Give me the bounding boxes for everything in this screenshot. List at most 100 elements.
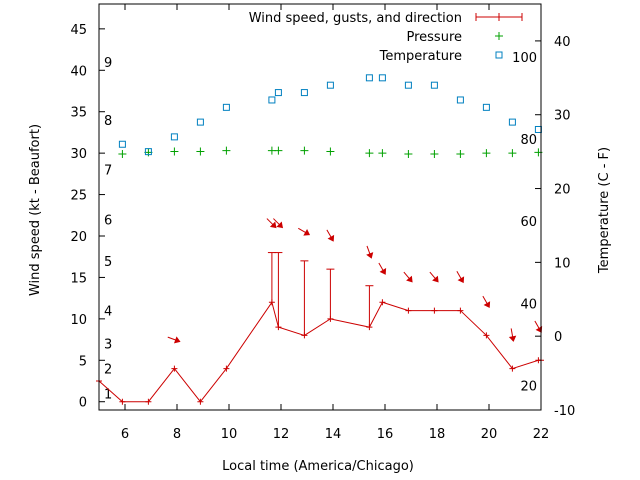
y-left-tick-label-7: 35 [70, 106, 87, 121]
beaufort-label-3: 4 [104, 305, 112, 320]
y-left-tick-label-3: 15 [70, 271, 87, 286]
fahrenheit-label-3: 80 [520, 133, 537, 148]
temperature-point-14 [482, 103, 490, 111]
wind-speed-point-11 [379, 299, 386, 306]
beaufort-label-1: 2 [104, 363, 112, 378]
temperature-point-3 [196, 118, 204, 126]
wind-direction-arrow-4 [326, 229, 335, 242]
beaufort-label-8: 9 [104, 56, 112, 71]
wind-speed-point-9 [327, 315, 334, 322]
x-tick-label-6: 18 [429, 427, 446, 442]
y-left-tick-label-8: 40 [70, 64, 87, 79]
arrow-head [457, 276, 465, 284]
y-left-tick-label-1: 5 [79, 354, 87, 369]
legend: Wind speed, gusts, and direction Pressur… [249, 11, 523, 64]
pressure-point-4 [222, 146, 231, 155]
pressure-point-9 [365, 149, 374, 158]
pressure-point-13 [456, 149, 465, 158]
fahrenheit-label-4: 100 [512, 51, 537, 66]
temperature-point-13 [456, 96, 464, 104]
wind-direction-arrow-1 [266, 218, 277, 229]
wind-speed-point-7 [275, 324, 282, 331]
legend-label-wind: Wind speed, gusts, and direction [249, 11, 462, 26]
wind-speed-point-14 [457, 307, 464, 314]
wind-direction-arrow-3 [298, 227, 311, 236]
x-tick-label-4: 14 [325, 427, 342, 442]
arrow-head [508, 335, 517, 342]
pressure-point-15 [508, 149, 517, 158]
arrow-head [173, 336, 181, 344]
legend-swatch-pressure [495, 32, 503, 40]
y-left-tick-label-6: 30 [70, 147, 87, 162]
temperature-point-4 [222, 103, 230, 111]
wind-speed-point-5 [223, 365, 230, 372]
wind-speed-point-8 [301, 332, 308, 339]
wind-speed-point-12 [405, 307, 412, 314]
wind-speed-point-2 [145, 398, 152, 405]
arrow-head [366, 252, 374, 259]
wind-direction-arrow-9 [456, 271, 465, 284]
x-axis-title: Local time (America/Chicago) [222, 459, 414, 474]
gust-bars [267, 252, 374, 336]
fahrenheit-label-1: 40 [520, 298, 537, 313]
pressure-point-6 [274, 146, 283, 155]
x-tick-label-0: 6 [121, 427, 129, 442]
arrow-head [406, 275, 413, 283]
pressure-point-11 [404, 149, 413, 158]
beaufort-label-4: 5 [104, 255, 112, 270]
y-right-tick-label-0: -10 [554, 404, 575, 419]
y-left-tick-label-9: 45 [70, 23, 87, 38]
y-right-tick-label-3: 20 [554, 183, 571, 198]
wind-direction-arrow-8 [429, 271, 439, 283]
arrow-head [303, 229, 311, 236]
beaufort-label-5: 6 [104, 213, 112, 228]
y-left-tick-label-4: 20 [70, 230, 87, 245]
wind-direction-arrow-10 [482, 295, 491, 308]
pressure-point-3 [196, 147, 205, 156]
arrow-head [276, 221, 284, 229]
y-right-tick-label-2: 10 [554, 256, 571, 271]
series-layer [96, 74, 544, 405]
wind-speed-point-15 [483, 332, 490, 339]
legend-label-temperature: Temperature [379, 49, 462, 64]
temperature-point-1 [144, 148, 152, 156]
y-right-tick-label-1: 0 [554, 330, 562, 345]
temperature-point-15 [508, 118, 516, 126]
legend-swatch-temperature [495, 51, 503, 59]
tick-labels: 6 8 10 12 14 16 18 20 22051015202530354045-10010… [70, 23, 575, 442]
temperature-point-6 [274, 89, 282, 97]
wind-direction-arrow-0 [167, 336, 181, 344]
wind-speed-point-10 [366, 324, 373, 331]
temperature-point-2 [170, 133, 178, 141]
arrow-head [327, 234, 335, 242]
secondary-scale-labels: 1 2 3 4 5 6 7 8 9 20 40 60 80 100 [104, 51, 537, 402]
wind-direction-arrow-5 [366, 245, 374, 259]
pressure-point-7 [300, 146, 309, 155]
x-tick-label-7: 20 [481, 427, 498, 442]
x-tick-label-1: 8 [173, 427, 181, 442]
wind-speed-point-6 [268, 299, 275, 306]
wind-direction-arrow-2 [273, 218, 284, 229]
wind-speed-point-1 [119, 398, 126, 405]
pressure-point-2 [170, 147, 179, 156]
temperature-point-12 [430, 81, 438, 89]
temperature-point-7 [300, 89, 308, 97]
temperature-point-11 [404, 81, 412, 89]
arrow-head [379, 268, 387, 275]
wind-direction-arrow-11 [508, 328, 517, 342]
wind-direction-arrow-7 [403, 271, 413, 283]
temperature-markers [118, 74, 542, 156]
beaufort-label-7: 8 [104, 114, 112, 129]
plot-frame [98, 3, 542, 411]
wind-speed-point-4 [197, 398, 204, 405]
y-left-tick-label-0: 0 [79, 396, 87, 411]
x-tick-label-8: 22 [533, 427, 550, 442]
wind-direction-arrow-6 [378, 262, 387, 275]
y-left-tick-label-5: 25 [70, 189, 87, 204]
beaufort-label-0: 1 [104, 387, 112, 402]
beaufort-label-6: 7 [104, 164, 112, 179]
temperature-point-10 [378, 74, 386, 82]
arrow-head [269, 221, 277, 229]
